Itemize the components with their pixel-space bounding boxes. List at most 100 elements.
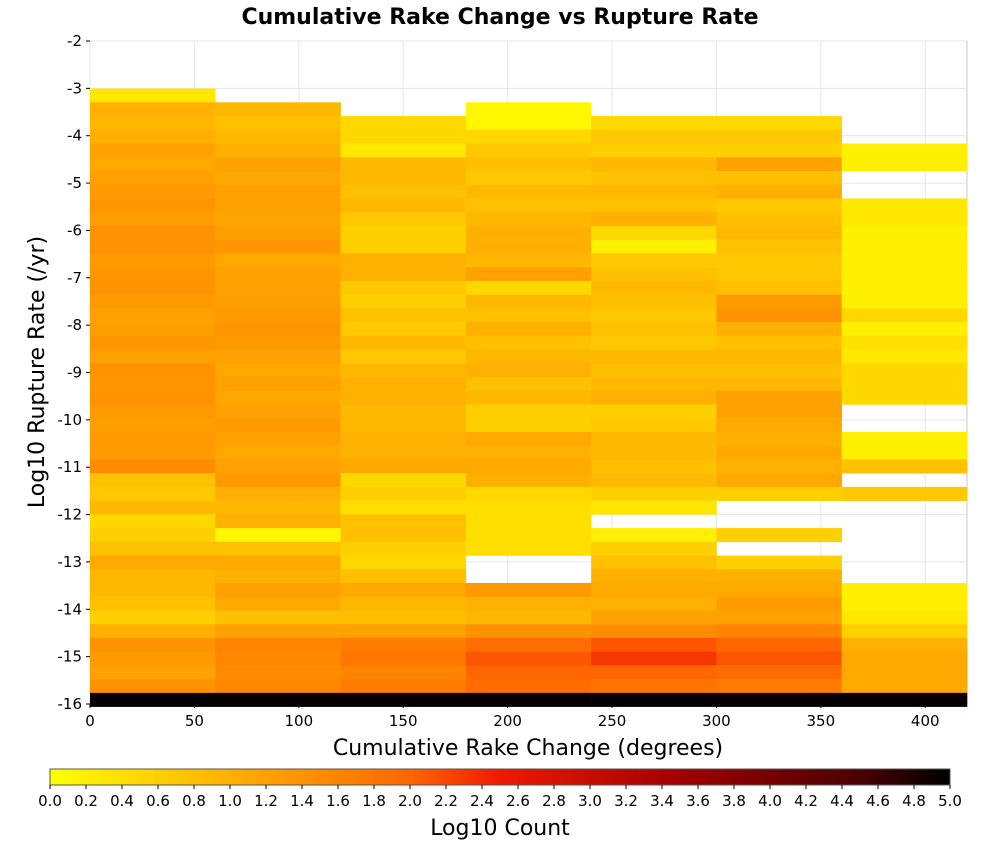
heatmap-cell <box>465 473 592 488</box>
heatmap-cell <box>340 280 467 295</box>
heatmap-cell <box>716 170 843 186</box>
heatmap-cell <box>591 500 717 515</box>
heatmap-cell <box>340 583 467 598</box>
heatmap-cell <box>340 349 467 364</box>
heatmap-cell <box>215 418 341 433</box>
heatmap-cell <box>591 349 717 364</box>
heatmap-cell <box>591 143 717 158</box>
heatmap-cell <box>90 445 216 460</box>
y-tick-label: -14 <box>58 600 83 618</box>
heatmap-cell <box>90 198 216 213</box>
heatmap-cell <box>90 170 216 186</box>
heatmap-cell <box>90 267 216 282</box>
y-tick-label: -2 <box>67 32 82 50</box>
heatmap-cell <box>215 583 341 598</box>
y-tick-label: -11 <box>58 458 83 476</box>
heatmap-cell <box>90 596 216 611</box>
heatmap-cell <box>591 610 717 625</box>
heatmap-cell <box>716 322 843 337</box>
heatmap-cell <box>215 569 341 584</box>
heatmap-cell <box>841 431 968 446</box>
heatmap-cell <box>716 583 843 598</box>
heatmap-cell <box>90 349 216 364</box>
heatmap-cell <box>340 555 467 570</box>
heatmap-cell <box>841 363 968 378</box>
colorbar-tick-label: 0.4 <box>110 792 134 810</box>
heatmap-cell <box>340 637 467 652</box>
heatmap-cell <box>215 253 341 268</box>
y-tick-label: -7 <box>67 269 82 287</box>
heatmap-cell <box>90 651 216 666</box>
heatmap-cell <box>215 459 341 474</box>
heatmap-cell <box>841 335 968 350</box>
heatmap-cell <box>591 267 717 282</box>
heatmap-cell <box>215 102 341 117</box>
heatmap-cell <box>340 541 467 556</box>
heatmap-cell <box>716 651 843 666</box>
heatmap-cell <box>591 528 717 543</box>
x-tick-label: 0 <box>85 712 95 730</box>
heatmap-cell <box>591 624 717 639</box>
y-tick-label: -8 <box>67 316 82 334</box>
heatmap-cell <box>841 212 968 227</box>
heatmap-cell <box>340 596 467 611</box>
heatmap-cell <box>90 500 216 515</box>
heatmap-cell <box>90 390 216 405</box>
heatmap-cell <box>591 390 717 405</box>
colorbar-tick-label: 2.2 <box>434 792 458 810</box>
colorbar-tick-label: 3.8 <box>722 792 746 810</box>
heatmap-cell <box>340 294 467 309</box>
colorbar-tick-label: 3.4 <box>650 792 674 810</box>
heatmap-cells <box>90 88 968 707</box>
heatmap-cell <box>90 335 216 350</box>
heatmap-cell <box>340 692 467 707</box>
heatmap-cell <box>215 528 341 543</box>
y-tick-label: -5 <box>67 174 82 192</box>
heatmap-cell <box>465 679 592 694</box>
heatmap-cell <box>591 294 717 309</box>
colorbar-tick-label: 1.8 <box>362 792 386 810</box>
heatmap-cell <box>841 253 968 268</box>
heatmap-cell <box>340 624 467 639</box>
heatmap-cell <box>215 225 341 240</box>
heatmap-cell <box>90 294 216 309</box>
heatmap-cell <box>591 322 717 337</box>
colorbar-tick-label: 3.0 <box>578 792 602 810</box>
colorbar-tick-label: 2.4 <box>470 792 494 810</box>
heatmap-cell <box>591 692 717 707</box>
heatmap-cell <box>841 322 968 337</box>
heatmap-cell <box>841 294 968 309</box>
colorbar-tick-label: 1.6 <box>326 792 350 810</box>
heatmap-cell <box>716 473 843 488</box>
heatmap-cell <box>340 569 467 584</box>
heatmap-cell <box>340 267 467 282</box>
heatmap-cell <box>716 459 843 474</box>
heatmap-cell <box>215 665 341 680</box>
heatmap-cell <box>716 335 843 350</box>
heatmap-cell <box>465 212 592 227</box>
heatmap-cell <box>215 116 341 131</box>
colorbar-tick-label: 1.0 <box>218 792 242 810</box>
heatmap-cell <box>340 459 467 474</box>
heatmap-cell <box>716 624 843 639</box>
heatmap-cell <box>465 363 592 378</box>
heatmap-cell <box>215 239 341 254</box>
heatmap-cell <box>841 692 968 707</box>
heatmap-cell <box>465 376 592 392</box>
heatmap-cell <box>215 198 341 213</box>
heatmap-cell <box>340 514 467 529</box>
heatmap-cell <box>841 308 968 323</box>
y-tick-label: -16 <box>58 695 83 713</box>
heatmap-cell <box>340 198 467 213</box>
heatmap-cell <box>90 583 216 598</box>
heatmap-cell <box>215 637 341 652</box>
heatmap-cell <box>90 418 216 433</box>
heatmap-cell <box>465 500 592 515</box>
heatmap-cell <box>716 404 843 419</box>
heatmap-cell <box>215 624 341 639</box>
heatmap-cell <box>340 225 467 240</box>
heatmap-cell <box>465 431 592 446</box>
heatmap-cell <box>716 363 843 378</box>
heatmap-cell <box>340 665 467 680</box>
colorbar-tick-label: 0.0 <box>38 792 62 810</box>
